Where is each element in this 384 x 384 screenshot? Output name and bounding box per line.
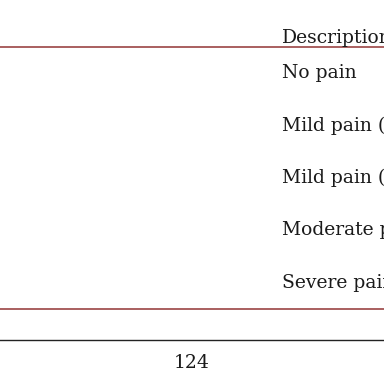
Text: Mild pain (1-3): Mild pain (1-3) — [282, 116, 384, 135]
Text: Mild pain (4-5): Mild pain (4-5) — [282, 169, 384, 187]
Text: Description: Description — [282, 29, 384, 47]
Text: No pain: No pain — [282, 64, 357, 82]
Text: Severe pain: Severe pain — [282, 274, 384, 292]
Text: 124: 124 — [174, 354, 210, 372]
Text: Moderate pain: Moderate pain — [282, 222, 384, 240]
